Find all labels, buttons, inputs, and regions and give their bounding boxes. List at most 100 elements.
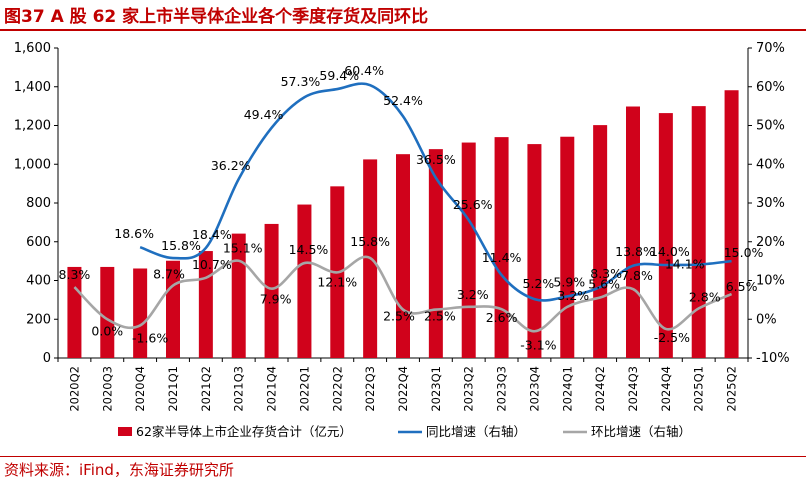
qoq-data-label: 3.2% — [557, 288, 589, 303]
x-axis-tick-label: 2024Q3 — [626, 366, 640, 412]
right-axis-tick-label: -10% — [756, 351, 790, 366]
qoq-data-label: 0.0% — [91, 323, 123, 338]
yoy-data-label: 8.3% — [590, 266, 622, 281]
qoq-data-label: 12.1% — [317, 274, 357, 289]
inventory-bar — [724, 90, 739, 359]
yoy-data-label: 18.4% — [192, 227, 232, 242]
figure-title: 图37 A 股 62 家上市半导体企业各个季度存货及同环比 — [4, 7, 429, 27]
qoq-data-label: 7.8% — [621, 268, 653, 283]
qoq-data-label: 2.5% — [424, 309, 456, 324]
qoq-data-label: 8.3% — [59, 267, 91, 282]
qoq-data-label: -2.5% — [654, 330, 690, 345]
x-axis-tick-label: 2020Q2 — [67, 366, 81, 412]
right-axis-tick-label: 20% — [756, 235, 785, 250]
x-axis-tick-label: 2020Q3 — [100, 366, 114, 412]
left-axis-tick-label: 600 — [26, 235, 51, 250]
yoy-data-label: 59.4% — [319, 68, 359, 83]
x-axis-tick-label: 2021Q4 — [265, 366, 279, 412]
qoq-data-label: 7.9% — [260, 292, 292, 307]
inventory-bar — [428, 149, 443, 358]
yoy-data-label: 49.4% — [244, 107, 284, 122]
yoy-data-label: 11.4% — [482, 250, 522, 265]
inventory-bar — [626, 106, 640, 358]
left-axis-tick-label: 200 — [26, 312, 51, 327]
inventory-bar — [461, 142, 476, 358]
legend-label-qoq: 环比增速（右轴） — [591, 424, 691, 439]
yoy-data-label: 15.8% — [161, 238, 201, 253]
yoy-growth-line — [139, 82, 732, 302]
right-axis-tick-label: 40% — [756, 157, 785, 172]
inventory-bar — [396, 154, 410, 358]
x-axis-tick-label: 2023Q2 — [462, 366, 476, 412]
qoq-data-label: 14.5% — [289, 242, 329, 257]
left-axis-tick-label: 1,600 — [14, 41, 51, 56]
x-axis-tick-label: 2022Q1 — [297, 366, 311, 412]
yoy-data-label: 57.3% — [281, 74, 321, 89]
inventory-bar — [166, 260, 180, 358]
source-note: 资料来源：iFind，东海证券研究所 — [4, 461, 234, 479]
qoq-data-label: 10.7% — [192, 257, 232, 272]
inventory-bar — [297, 204, 312, 358]
qoq-data-label: 15.1% — [223, 241, 263, 256]
legend-label-yoy: 同比增速（右轴） — [426, 424, 526, 439]
inventory-bar — [593, 125, 608, 358]
inventory-chart: 0 200 400 600 800 1,000 1,200 1,400 1,600 -10% 0% 1… — [14, 41, 790, 439]
qoq-data-label: 6.5% — [726, 279, 758, 294]
right-axis-tick-label: 60% — [756, 80, 785, 95]
x-axis-tick-label: 2022Q4 — [396, 366, 410, 412]
yoy-data-label: 5.2% — [523, 276, 555, 291]
yoy-data-label: 14.0% — [650, 244, 690, 259]
legend-label-bar: 62家半导体上市企业存货合计（亿元） — [136, 424, 352, 439]
yoy-data-label: 15.0% — [724, 245, 764, 260]
left-axis-tick-label: 1,200 — [14, 119, 51, 134]
left-axis-tick-label: 400 — [26, 274, 51, 289]
right-axis-tick-label: 70% — [756, 41, 785, 56]
yoy-data-label: 13.8% — [615, 244, 655, 259]
x-axis-tick-label: 2024Q2 — [593, 366, 607, 412]
inventory-bar — [494, 137, 509, 358]
inventory-bar — [658, 113, 673, 358]
right-axis-tick-label: 0% — [756, 312, 777, 327]
x-axis-tick-label: 2021Q3 — [232, 366, 246, 412]
right-axis-tick-label: 50% — [756, 119, 785, 134]
yoy-data-label: 36.2% — [211, 158, 251, 173]
qoq-data-label: 8.7% — [153, 267, 185, 282]
right-axis-tick-label: 30% — [756, 196, 785, 211]
yoy-data-label: 14.1% — [665, 257, 705, 272]
x-axis-tick-label: 2023Q3 — [495, 366, 509, 412]
left-axis-tick-label: 1,000 — [14, 157, 51, 172]
inventory-bar — [133, 268, 148, 358]
yoy-data-label: 52.4% — [383, 93, 423, 108]
x-axis-tick-label: 2023Q4 — [527, 366, 541, 412]
inventory-bar — [100, 266, 115, 358]
yoy-data-label: 5.9% — [553, 274, 585, 289]
yoy-data-label: 36.5% — [416, 152, 456, 167]
qoq-data-label: 2.5% — [383, 309, 415, 324]
qoq-data-label: 2.6% — [486, 310, 518, 325]
yoy-data-label: 60.4% — [344, 63, 384, 78]
qoq-data-label: 15.8% — [350, 234, 390, 249]
qoq-data-label: 2.8% — [689, 289, 721, 304]
qoq-data-label: 3.2% — [457, 287, 489, 302]
left-axis-tick-label: 800 — [26, 196, 51, 211]
inventory-bar — [691, 106, 706, 358]
source-divider — [0, 456, 806, 457]
qoq-data-label: -1.6% — [132, 330, 168, 345]
left-axis-tick-label: 0 — [43, 351, 51, 366]
qoq-data-label: 5.6% — [588, 277, 620, 292]
qoq-growth-line — [73, 255, 733, 333]
inventory-bar — [231, 233, 246, 358]
x-axis-tick-label: 2021Q2 — [199, 366, 213, 412]
legend-swatch-bar — [118, 427, 132, 436]
x-axis-tick-label: 2022Q2 — [330, 366, 344, 412]
left-axis-tick-label: 1,400 — [14, 80, 51, 95]
x-axis-tick-label: 2022Q3 — [363, 366, 377, 412]
x-axis-tick-label: 2021Q1 — [166, 366, 180, 412]
qoq-data-label: -3.1% — [520, 337, 556, 352]
yoy-data-label: 18.6% — [114, 226, 154, 241]
x-axis-tick-label: 2025Q2 — [725, 366, 739, 412]
yoy-data-label: 25.6% — [453, 197, 493, 212]
inventory-bar — [527, 144, 542, 358]
x-axis-tick-label: 2025Q1 — [692, 366, 706, 412]
title-divider — [0, 29, 806, 31]
